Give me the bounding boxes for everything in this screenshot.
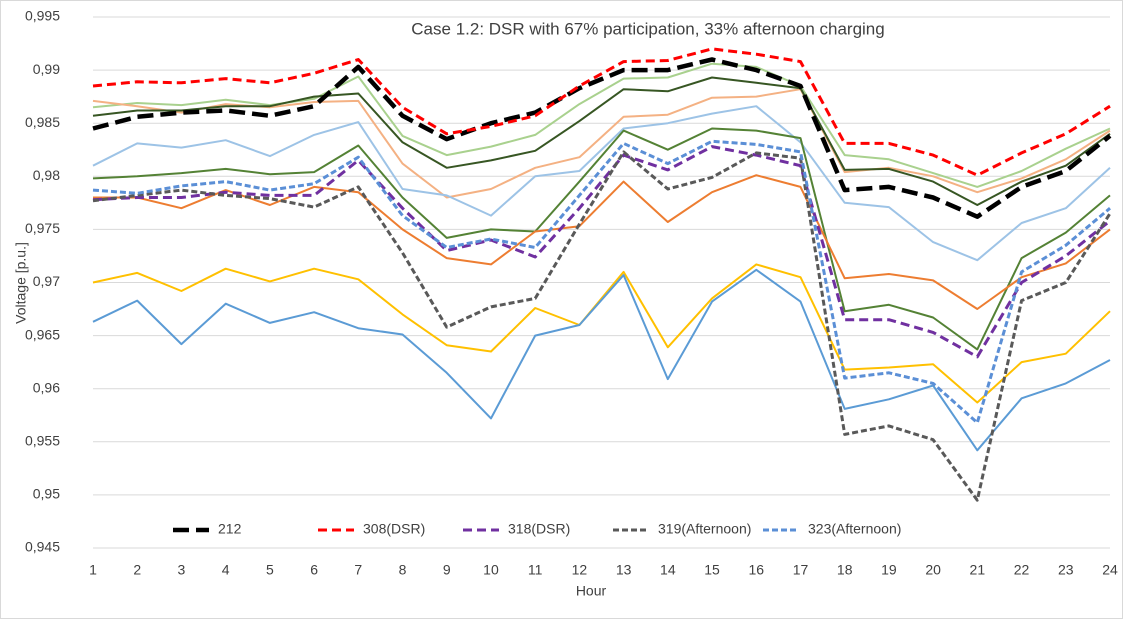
- x-tick-label: 19: [881, 562, 897, 578]
- y-tick-label: 0,985: [25, 114, 60, 130]
- y-tick-label: 0,955: [25, 433, 60, 449]
- y-tick-label: 0,965: [25, 326, 60, 342]
- legend-label: 323(Afternoon): [808, 521, 901, 537]
- x-axis-label: Hour: [576, 583, 607, 599]
- x-tick-label: 13: [616, 562, 632, 578]
- x-tick-label: 18: [837, 562, 853, 578]
- x-tick-label: 5: [266, 562, 274, 578]
- series-line: [92, 57, 1112, 219]
- series-line: [92, 263, 1111, 404]
- x-tick-label: 10: [483, 562, 499, 578]
- legend-label: 212: [218, 521, 242, 537]
- y-tick-label: 0,995: [25, 8, 60, 24]
- x-tick-label: 16: [748, 562, 764, 578]
- y-tick-label: 0,99: [33, 61, 60, 77]
- legend-label: 308(DSR): [363, 521, 425, 537]
- y-tick-label: 0,98: [33, 167, 60, 183]
- x-tick-label: 21: [970, 562, 986, 578]
- legend-label: 318(DSR): [508, 521, 570, 537]
- x-tick-label: 17: [793, 562, 809, 578]
- x-tick-label: 6: [310, 562, 318, 578]
- y-axis-label: Voltage [p.u.]: [13, 242, 29, 324]
- x-tick-label: 20: [925, 562, 941, 578]
- x-tick-label: 12: [572, 562, 588, 578]
- series-line: [92, 150, 1112, 502]
- x-tick-label: 14: [660, 562, 676, 578]
- series-line: [92, 76, 1111, 206]
- y-tick-label: 0,95: [33, 486, 60, 502]
- x-tick-label: 7: [354, 562, 362, 578]
- series-line: [92, 62, 1111, 188]
- series-line: [92, 145, 1111, 359]
- legend-label: 319(Afternoon): [658, 521, 751, 537]
- series-line: [92, 268, 1111, 452]
- x-tick-label: 1: [89, 562, 97, 578]
- series-line: [93, 174, 1111, 310]
- x-tick-label: 11: [528, 562, 543, 578]
- series-line: [92, 139, 1111, 425]
- y-tick-label: 0,97: [33, 273, 60, 289]
- x-tick-label: 8: [399, 562, 407, 578]
- x-tick-label: 22: [1014, 562, 1030, 578]
- x-tick-label: 3: [178, 562, 186, 578]
- y-tick-label: 0,945: [25, 539, 60, 555]
- series-line: [92, 47, 1111, 177]
- x-tick-label: 2: [133, 562, 141, 578]
- chart-title: Case 1.2: DSR with 67% participation, 33…: [411, 19, 884, 38]
- x-tick-label: 15: [704, 562, 720, 578]
- x-tick-label: 24: [1102, 562, 1118, 578]
- x-tick-label: 23: [1058, 562, 1074, 578]
- series-line: [92, 127, 1111, 351]
- series-line: [92, 105, 1111, 262]
- x-tick-label: 4: [222, 562, 230, 578]
- y-tick-label: 0,96: [33, 379, 60, 395]
- y-tick-label: 0,975: [25, 220, 60, 236]
- x-tick-label: 9: [443, 562, 451, 578]
